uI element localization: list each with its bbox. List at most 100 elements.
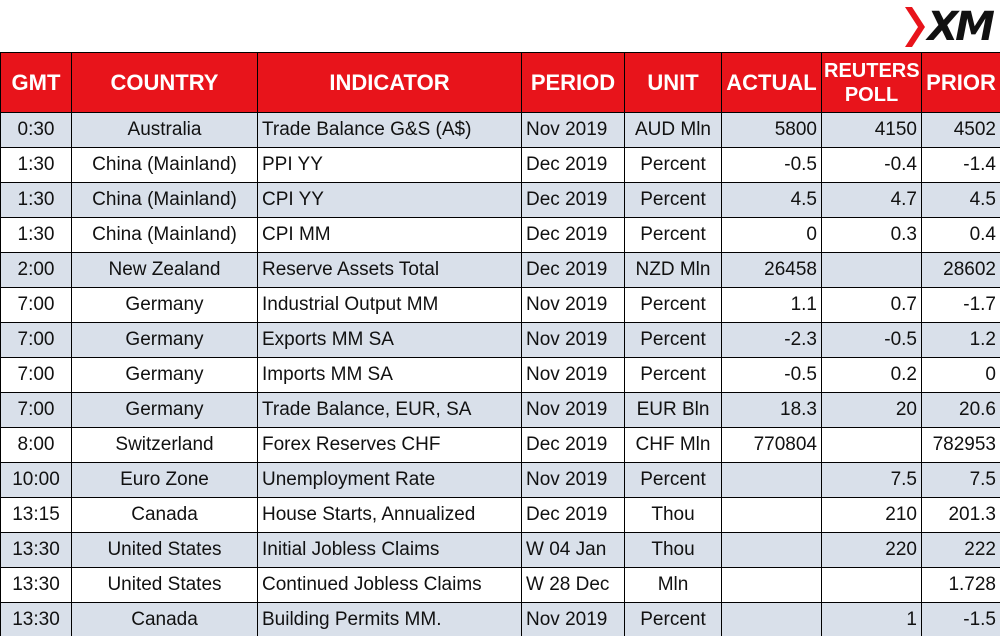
cell-period: Dec 2019 <box>521 252 625 288</box>
cell-indicator: Unemployment Rate <box>257 462 522 498</box>
cell-gmt: 2:00 <box>0 252 72 288</box>
cell-gmt: 0:30 <box>0 112 72 148</box>
cell-prior: 222 <box>921 532 1000 568</box>
cell-prior: 4.5 <box>921 182 1000 218</box>
cell-actual: -2.3 <box>721 322 822 358</box>
cell-country: Australia <box>71 112 258 148</box>
cell-actual <box>721 602 822 636</box>
cell-gmt: 1:30 <box>0 147 72 183</box>
cell-period: Nov 2019 <box>521 462 625 498</box>
cell-prior: -1.4 <box>921 147 1000 183</box>
cell-actual: 4.5 <box>721 182 822 218</box>
cell-country: New Zealand <box>71 252 258 288</box>
cell-prior: 28602 <box>921 252 1000 288</box>
header-indicator: INDICATOR <box>257 52 522 113</box>
cell-period: Nov 2019 <box>521 322 625 358</box>
cell-reuters-poll: 0.2 <box>821 357 922 393</box>
cell-indicator: Reserve Assets Total <box>257 252 522 288</box>
cell-indicator: Trade Balance G&S (A$) <box>257 112 522 148</box>
cell-indicator: CPI MM <box>257 217 522 253</box>
logo-text: XM <box>927 4 995 50</box>
cell-reuters-poll: 4150 <box>821 112 922 148</box>
cell-country: United States <box>71 532 258 568</box>
cell-unit: Percent <box>624 217 722 253</box>
table-row: 8:00 Switzerland Forex Reserves CHF Dec 201… <box>0 427 1000 463</box>
cell-actual <box>721 462 822 498</box>
cell-unit: Percent <box>624 322 722 358</box>
header-reuters-poll: REUTERS POLL <box>821 52 922 113</box>
cell-indicator: Exports MM SA <box>257 322 522 358</box>
cell-indicator: Trade Balance, EUR, SA <box>257 392 522 428</box>
header-prior: PRIOR <box>921 52 1000 113</box>
cell-prior: 0.4 <box>921 217 1000 253</box>
cell-gmt: 7:00 <box>0 357 72 393</box>
cell-country: China (Mainland) <box>71 147 258 183</box>
cell-indicator: Forex Reserves CHF <box>257 427 522 463</box>
cell-gmt: 7:00 <box>0 322 72 358</box>
cell-unit: Percent <box>624 462 722 498</box>
cell-actual: 26458 <box>721 252 822 288</box>
table-row: 1:30 China (Mainland) CPI MM Dec 2019 Percen… <box>0 217 1000 253</box>
cell-indicator: Industrial Output MM <box>257 287 522 323</box>
cell-reuters-poll: 0.7 <box>821 287 922 323</box>
cell-gmt: 8:00 <box>0 427 72 463</box>
header-reuters-line2: POLL <box>844 83 899 106</box>
cell-country: Switzerland <box>71 427 258 463</box>
cell-period: Dec 2019 <box>521 217 625 253</box>
cell-country: Canada <box>71 602 258 636</box>
cell-prior: 1.728 <box>921 567 1000 603</box>
cell-unit: Percent <box>624 602 722 636</box>
table-row: 2:00 New Zealand Reserve Assets Total Dec 2… <box>0 252 1000 288</box>
cell-actual <box>721 567 822 603</box>
cell-period: Nov 2019 <box>521 357 625 393</box>
cell-country: China (Mainland) <box>71 217 258 253</box>
cell-actual: 1.1 <box>721 287 822 323</box>
cell-unit: Thou <box>624 532 722 568</box>
logo-slash-icon <box>905 7 926 47</box>
cell-indicator: House Starts, Annualized <box>257 497 522 533</box>
cell-prior: 0 <box>921 357 1000 393</box>
header-reuters-line1: REUTERS <box>824 59 920 82</box>
cell-actual <box>721 497 822 533</box>
cell-indicator: Continued Jobless Claims <box>257 567 522 603</box>
cell-reuters-poll <box>821 427 922 463</box>
cell-unit: NZD Mln <box>624 252 722 288</box>
cell-reuters-poll: 1 <box>821 602 922 636</box>
cell-period: Nov 2019 <box>521 392 625 428</box>
table-row: 7:00 Germany Industrial Output MM Nov 2019 P… <box>0 287 1000 323</box>
header-actual: ACTUAL <box>721 52 822 113</box>
economic-calendar-table: GMT COUNTRY INDICATOR PERIOD UNIT ACTUAL… <box>0 52 1000 636</box>
cell-period: Nov 2019 <box>521 112 625 148</box>
table-row: 1:30 China (Mainland) CPI YY Dec 2019 Percen… <box>0 182 1000 218</box>
cell-period: Dec 2019 <box>521 427 625 463</box>
table-row: 7:00 Germany Exports MM SA Nov 2019 Percent -… <box>0 322 1000 358</box>
cell-period: Nov 2019 <box>521 602 625 636</box>
cell-gmt: 7:00 <box>0 392 72 428</box>
cell-reuters-poll <box>821 567 922 603</box>
header-row: GMT COUNTRY INDICATOR PERIOD UNIT ACTUAL… <box>0 52 1000 113</box>
table-row: 13:15 Canada House Starts, Annualized Dec 2… <box>0 497 1000 533</box>
cell-gmt: 13:30 <box>0 567 72 603</box>
cell-unit: EUR Bln <box>624 392 722 428</box>
cell-actual: 0 <box>721 217 822 253</box>
cell-reuters-poll: 220 <box>821 532 922 568</box>
table-row: 0:30 Australia Trade Balance G&S (A$) Nov 2… <box>0 112 1000 148</box>
cell-country: Canada <box>71 497 258 533</box>
cell-reuters-poll: 4.7 <box>821 182 922 218</box>
cell-reuters-poll: 210 <box>821 497 922 533</box>
cell-actual: 5800 <box>721 112 822 148</box>
cell-prior: 1.2 <box>921 322 1000 358</box>
cell-indicator: Building Permits MM. <box>257 602 522 636</box>
cell-actual: 770804 <box>721 427 822 463</box>
cell-country: China (Mainland) <box>71 182 258 218</box>
header-country: COUNTRY <box>71 52 258 113</box>
cell-prior: 20.6 <box>921 392 1000 428</box>
cell-unit: CHF Mln <box>624 427 722 463</box>
cell-gmt: 1:30 <box>0 217 72 253</box>
xm-logo: XM <box>884 4 995 50</box>
cell-actual: -0.5 <box>721 147 822 183</box>
cell-prior: -1.7 <box>921 287 1000 323</box>
cell-reuters-poll: -0.5 <box>821 322 922 358</box>
cell-period: W 28 Dec <box>521 567 625 603</box>
cell-prior: 782953 <box>921 427 1000 463</box>
